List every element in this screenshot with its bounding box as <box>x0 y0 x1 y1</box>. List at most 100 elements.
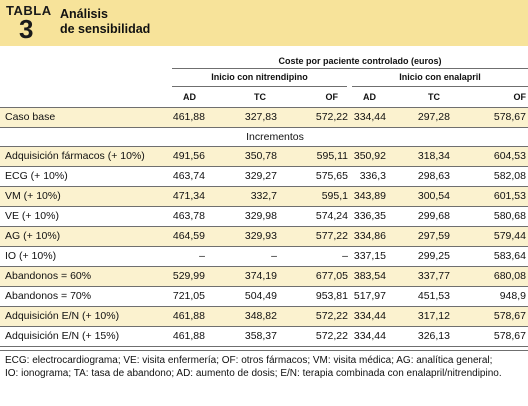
table-title-line1: Análisis <box>60 7 108 21</box>
table-label: TABLA <box>6 3 52 18</box>
cell-value: 574,24 <box>315 210 348 222</box>
row-label: ECG (+ 10%) <box>5 170 68 182</box>
row-label: IO (+ 10%) <box>5 250 57 262</box>
cell-value: 721,05 <box>172 290 205 302</box>
row-label: VM (+ 10%) <box>5 190 61 202</box>
table-row: IO (+ 10%) – – –337,15 299,25 583,64 <box>0 247 528 266</box>
section-row: Incrementos <box>0 128 528 147</box>
row-label: Adquisición E/N (+ 15%) <box>5 330 120 342</box>
col-header-tc-2: TC <box>428 92 440 102</box>
table-row: VE (+ 10%) 463,78 329,98 574,24 336,35 299,68… <box>0 207 528 226</box>
cell-value: 343,89 <box>353 190 386 202</box>
cell-value: 374,19 <box>244 270 277 282</box>
divider <box>0 326 528 327</box>
cell-value: 491,56 <box>172 150 205 162</box>
cell-value: 299,68 <box>417 210 450 222</box>
cell-value: – <box>342 250 348 262</box>
row-label: Abandonos = 70% <box>5 290 92 302</box>
cell-value: 298,63 <box>417 170 450 182</box>
cell-value: 358,37 <box>244 330 277 342</box>
divider <box>0 146 528 147</box>
divider <box>0 286 528 287</box>
table-title-line2: de sensibilidad <box>60 22 151 36</box>
col-header-ad-2: AD <box>363 92 376 102</box>
divider <box>172 86 347 87</box>
cell-value: – <box>199 250 205 262</box>
cell-value: 326,13 <box>417 330 450 342</box>
row-label: Adquisición fármacos (+ 10%) <box>5 150 145 162</box>
cell-value: 953,81 <box>315 290 348 302</box>
cell-value: 297,28 <box>417 111 450 123</box>
cell-value: 579,44 <box>493 230 526 242</box>
cell-value: 327,83 <box>244 111 277 123</box>
table-row: Adquisición fármacos (+ 10%) 491,56 350,78… <box>0 147 528 166</box>
cell-value: 329,98 <box>244 210 277 222</box>
cell-value: 572,22 <box>315 310 348 322</box>
cell-value: 329,27 <box>244 170 277 182</box>
cell-value: 504,49 <box>244 290 277 302</box>
divider <box>352 86 528 87</box>
col-header-of-1: OF <box>325 92 339 102</box>
cell-value: 383,54 <box>353 270 386 282</box>
cell-value: – <box>271 250 277 262</box>
cell-value: 471,34 <box>172 190 205 202</box>
col-header-ad-1: AD <box>183 92 196 102</box>
footnote-line-1: ECG: electrocardiograma; VE: visita enfe… <box>5 355 493 366</box>
table-row: Abandonos = 70% 721,05 504,49 953,81 517,97 4… <box>0 287 528 306</box>
divider <box>0 246 528 247</box>
table-number: 3 <box>19 14 34 44</box>
cell-value: 595,1 <box>321 190 348 202</box>
cell-value: 332,7 <box>250 190 277 202</box>
divider <box>0 346 528 347</box>
footnote-line-2: IO: ionograma; TA: tasa de abandono; AD:… <box>5 368 502 379</box>
cell-value: 680,08 <box>493 270 526 282</box>
cell-value: 580,68 <box>493 210 526 222</box>
cell-value: 464,59 <box>172 230 205 242</box>
row-label: AG (+ 10%) <box>5 230 61 242</box>
row-label: Caso base <box>5 111 56 123</box>
cell-value: 517,97 <box>353 290 386 302</box>
cell-value: 334,44 <box>353 111 386 123</box>
table-row: AG (+ 10%) 464,59 329,93 577,22 334,86 297,59… <box>0 227 528 246</box>
divider <box>0 350 528 351</box>
col-header-tc-1: TC <box>254 92 266 102</box>
divider <box>0 266 528 267</box>
divider <box>0 107 528 108</box>
cell-value: 336,35 <box>353 210 386 222</box>
cell-value: 595,11 <box>316 150 348 162</box>
cell-value: 578,67 <box>493 310 526 322</box>
table-row: ECG (+ 10%) 463,74 329,27 575,65 336,3 298,63… <box>0 167 528 186</box>
cell-value: 583,64 <box>493 250 526 262</box>
divider <box>172 68 528 69</box>
cell-value: 297,59 <box>417 230 450 242</box>
cell-value: 329,93 <box>244 230 277 242</box>
cell-value: 578,67 <box>493 330 526 342</box>
table-row: Adquisición E/N (+ 15%) 461,88 358,37 572,2… <box>0 327 528 346</box>
divider <box>0 186 528 187</box>
cell-value: 463,74 <box>172 170 205 182</box>
row-label: Adquisición E/N (+ 10%) <box>5 310 120 322</box>
cell-value: 317,12 <box>417 310 450 322</box>
cell-value: 299,25 <box>417 250 450 262</box>
cell-value: 463,78 <box>172 210 205 222</box>
cell-value: 334,44 <box>353 330 386 342</box>
table-row-base: Caso base 461,88 327,83 572,22 334,44 29… <box>0 108 528 127</box>
row-label: VE (+ 10%) <box>5 210 59 222</box>
cost-group-header: Coste por paciente controlado (euros) <box>278 56 442 66</box>
cell-value: 529,99 <box>172 270 205 282</box>
cell-value: 334,44 <box>353 310 386 322</box>
cell-value: 677,05 <box>315 270 348 282</box>
cell-value: 336,3 <box>359 170 386 182</box>
col-header-of-2: OF <box>513 92 527 102</box>
cell-value: 337,77 <box>417 270 450 282</box>
cell-value: 572,22 <box>315 111 348 123</box>
table-row: VM (+ 10%) 471,34 332,7 595,1 343,89 300,54 60… <box>0 187 528 206</box>
table-row: Abandonos = 60% 529,99 374,19 677,05 383,54 3… <box>0 267 528 286</box>
cell-value: 461,88 <box>172 330 205 342</box>
divider <box>0 206 528 207</box>
cell-value: 572,22 <box>315 330 348 342</box>
cell-value: 577,22 <box>315 230 348 242</box>
cell-value: 604,53 <box>493 150 526 162</box>
cell-value: 337,15 <box>353 250 386 262</box>
section-label: Incrementos <box>246 131 304 143</box>
